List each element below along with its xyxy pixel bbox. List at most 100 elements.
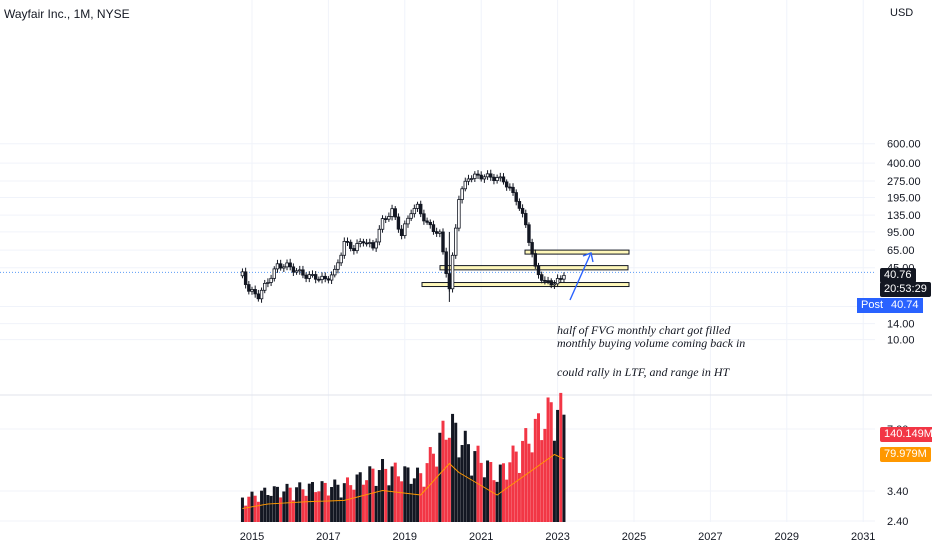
annotation-line: half of FVG monthly chart got filled xyxy=(557,323,731,337)
candle xyxy=(390,204,394,221)
x-tick-label: 2025 xyxy=(622,531,646,543)
x-tick-label: 2027 xyxy=(698,531,722,543)
volume-bar xyxy=(495,481,499,522)
candle xyxy=(438,229,442,238)
volume-bar xyxy=(396,476,400,522)
candle xyxy=(469,175,474,183)
chart-title: Wayfair Inc., 1M, NYSE xyxy=(4,7,130,21)
volume-bar xyxy=(457,457,461,522)
candle xyxy=(460,186,464,204)
candle xyxy=(247,281,251,295)
post-value: 40.74 xyxy=(887,298,923,313)
volume-bar xyxy=(371,468,375,522)
candle xyxy=(364,238,369,247)
candle xyxy=(514,189,518,206)
volume-bar xyxy=(358,472,362,522)
volume-bar xyxy=(473,451,477,522)
candle xyxy=(466,174,471,186)
countdown-value: 20:53:29 xyxy=(884,283,927,295)
volume-bar xyxy=(549,402,553,522)
volume-bar xyxy=(269,495,273,522)
volume-bar xyxy=(466,444,470,522)
annotation-line: monthly buying volume coming back in xyxy=(557,336,745,350)
volume-bar xyxy=(489,462,493,522)
volume-bar xyxy=(533,418,537,522)
candle xyxy=(412,204,417,218)
candle xyxy=(298,265,302,275)
volume-ma-value: 79.979M xyxy=(884,448,927,460)
candle xyxy=(317,276,321,283)
volume-bar xyxy=(377,470,381,522)
candle xyxy=(476,170,480,180)
price-tick-label: 600.00 xyxy=(887,139,921,151)
candle xyxy=(358,238,362,248)
candle xyxy=(489,169,493,181)
candle xyxy=(508,183,512,191)
x-tick-label: 2017 xyxy=(316,531,340,543)
candle xyxy=(399,225,404,240)
volume-bar xyxy=(256,501,260,522)
x-tick-label: 2019 xyxy=(393,531,417,543)
candle xyxy=(546,276,550,285)
annotation-line: could rally in LTF, and range in HT xyxy=(557,365,731,379)
volume-bar xyxy=(546,397,550,522)
candle xyxy=(536,262,541,279)
candlesticks xyxy=(240,169,566,303)
volume-bar xyxy=(384,468,388,522)
volume-bar xyxy=(530,452,534,522)
candle xyxy=(434,227,439,237)
price-tick-label: 275.00 xyxy=(887,176,921,188)
candle xyxy=(345,237,350,247)
price-tick-label: 95.00 xyxy=(887,227,915,239)
volume-bar xyxy=(501,463,505,522)
volume-bars xyxy=(240,392,566,522)
candle xyxy=(383,215,388,224)
volume-bar xyxy=(540,440,544,522)
candle xyxy=(498,172,502,182)
volume-bar xyxy=(451,413,455,522)
volume-bar xyxy=(247,496,251,522)
candle xyxy=(259,287,264,303)
candle xyxy=(428,219,432,229)
candle xyxy=(530,238,534,258)
candle xyxy=(323,272,327,283)
candle xyxy=(291,263,296,277)
last-price-badge: 40.76 xyxy=(880,268,916,283)
candle xyxy=(269,274,273,287)
candle xyxy=(511,183,515,196)
candle xyxy=(403,220,407,239)
price-tick-label: 195.00 xyxy=(887,193,921,205)
x-tick-label: 2015 xyxy=(240,531,264,543)
candle xyxy=(450,252,455,293)
price-tick-label: 135.00 xyxy=(887,210,921,222)
candle xyxy=(355,239,359,254)
candle xyxy=(374,238,378,252)
volume-tick-label: 3.40 xyxy=(887,486,908,498)
candle xyxy=(543,276,547,285)
candle xyxy=(288,258,292,271)
candle xyxy=(549,278,553,289)
post-label: Post xyxy=(857,298,888,313)
candle xyxy=(444,247,448,278)
candle xyxy=(396,213,401,233)
volume-bar xyxy=(323,482,327,522)
volume-bar xyxy=(505,479,509,522)
candle xyxy=(285,259,289,271)
volume-bar xyxy=(260,490,264,522)
candle xyxy=(492,173,496,185)
volume-bar xyxy=(556,409,560,522)
volume-bar xyxy=(454,422,458,522)
candle xyxy=(266,278,270,288)
volume-bar xyxy=(339,497,343,522)
volume-bar xyxy=(349,485,353,522)
volume-bar xyxy=(352,489,356,522)
candle xyxy=(336,259,340,274)
volume-bar xyxy=(527,443,531,522)
volume-bar xyxy=(422,486,426,522)
volume-bar xyxy=(419,473,423,522)
candle xyxy=(457,195,461,232)
candle xyxy=(243,267,248,289)
volume-bar xyxy=(291,500,295,522)
volume-bar xyxy=(409,483,413,522)
